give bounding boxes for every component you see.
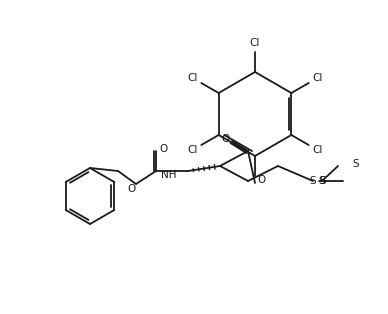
Text: Cl: Cl (312, 145, 322, 155)
Text: Cl: Cl (187, 73, 198, 83)
Text: O: O (221, 134, 229, 144)
Text: Cl: Cl (312, 73, 322, 83)
Text: Cl: Cl (250, 38, 260, 48)
Text: O: O (127, 184, 135, 194)
Text: O: O (160, 144, 168, 154)
Text: S: S (353, 159, 359, 169)
Text: S: S (318, 176, 325, 186)
Text: NH: NH (161, 170, 176, 180)
Text: S: S (310, 176, 316, 186)
Text: Cl: Cl (187, 145, 198, 155)
Text: O: O (258, 175, 266, 185)
Text: S: S (319, 176, 326, 186)
